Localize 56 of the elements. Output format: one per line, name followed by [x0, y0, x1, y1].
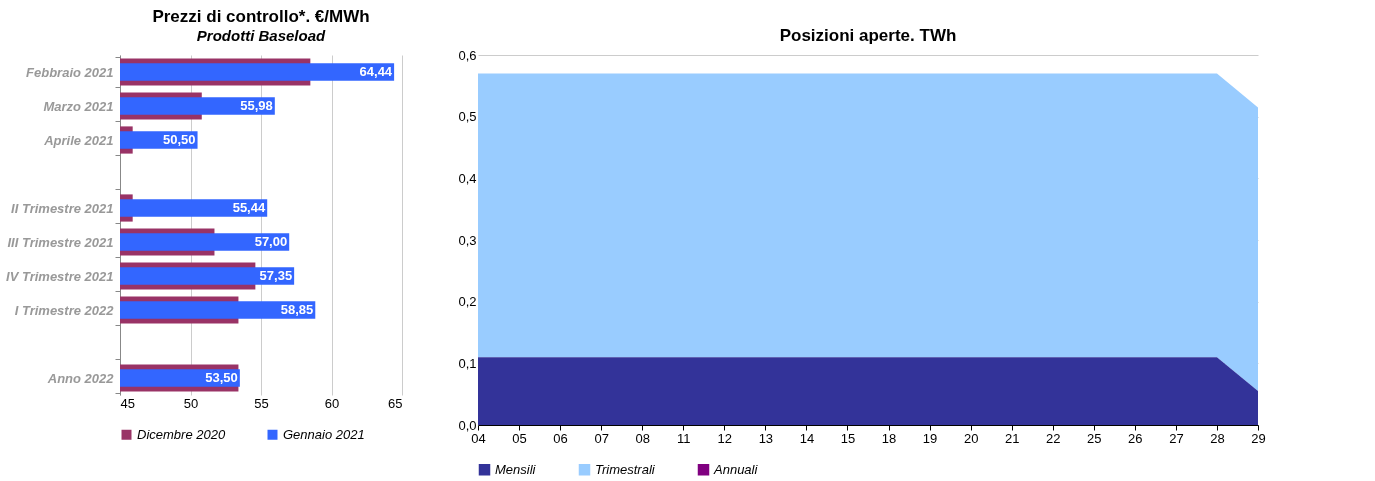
x-tick-label: 11 [677, 430, 691, 446]
chart-title: Prezzi di controllo*. €/MWh [152, 7, 370, 26]
y-tick-label: Marzo 2021 [43, 98, 114, 114]
x-tick-label: 55 [254, 395, 269, 411]
legend-label: Trimestrali [595, 461, 656, 477]
x-tick-label: 08 [635, 430, 650, 446]
x-tick-label: 45 [120, 395, 135, 411]
x-tick-label: 28 [1210, 430, 1225, 446]
y-tick-label: 0,5 [458, 109, 477, 125]
x-tick-label: 20 [963, 430, 979, 446]
x-tick-label: 50 [183, 395, 199, 411]
data-label: 57,35 [259, 268, 293, 283]
x-tick-label: 18 [881, 430, 897, 446]
y-tick-label: 0,6 [458, 47, 477, 63]
y-tick-label: 0,0 [458, 417, 477, 433]
x-tick-label: 07 [594, 430, 609, 446]
x-tick-label: 12 [717, 430, 733, 446]
chart-title: Posizioni aperte. TWh [779, 26, 957, 45]
y-tick-label: 0,3 [458, 232, 477, 248]
y-tick-label: Febbraio 2021 [26, 64, 114, 80]
y-tick-label: 0,4 [458, 170, 477, 186]
y-tick-label: I Trimestre 2022 [14, 302, 115, 318]
data-label: 55,44 [232, 200, 266, 215]
x-tick-label: 19 [922, 430, 938, 446]
chart-subtitle: Prodotti Baseload [196, 27, 327, 44]
legend-label: Annuali [713, 461, 759, 477]
legend-label: Dicembre 2020 [137, 426, 226, 442]
x-tick-label: 15 [840, 430, 856, 446]
data-label: 58,85 [280, 302, 314, 317]
x-tick-label: 26 [1128, 430, 1143, 446]
data-label: 64,44 [359, 64, 393, 79]
y-tick-label: IV Trimestre 2021 [6, 268, 114, 284]
x-tick-label: 22 [1046, 430, 1061, 446]
x-tick-label: 27 [1169, 430, 1184, 446]
x-tick-label: 14 [799, 430, 815, 446]
legend-label: Gennaio 2021 [283, 426, 365, 442]
x-tick-label: 60 [324, 395, 340, 411]
data-label: 57,00 [254, 234, 288, 249]
x-tick-label: 04 [471, 430, 486, 446]
x-tick-label: 06 [553, 430, 568, 446]
x-tick-label: 13 [758, 430, 774, 446]
y-tick-label: Aprile 2021 [43, 132, 114, 148]
y-tick-label: III Trimestre 2021 [7, 234, 114, 250]
x-tick-label: 05 [512, 430, 527, 446]
legend-label: Mensili [495, 461, 537, 477]
x-tick-label: 65 [388, 395, 403, 411]
x-tick-label: 25 [1087, 430, 1102, 446]
y-tick-label: II Trimestre 2021 [11, 200, 114, 216]
y-tick-label: Anno 2022 [46, 370, 115, 386]
y-tick-label: 0,2 [458, 294, 477, 310]
data-label: 50,50 [163, 132, 196, 147]
x-tick-label: 29 [1251, 430, 1266, 446]
data-label: 55,98 [240, 98, 273, 113]
x-tick-label: 21 [1004, 430, 1020, 446]
data-label: 53,50 [205, 370, 238, 385]
y-tick-label: 0,1 [458, 355, 477, 371]
